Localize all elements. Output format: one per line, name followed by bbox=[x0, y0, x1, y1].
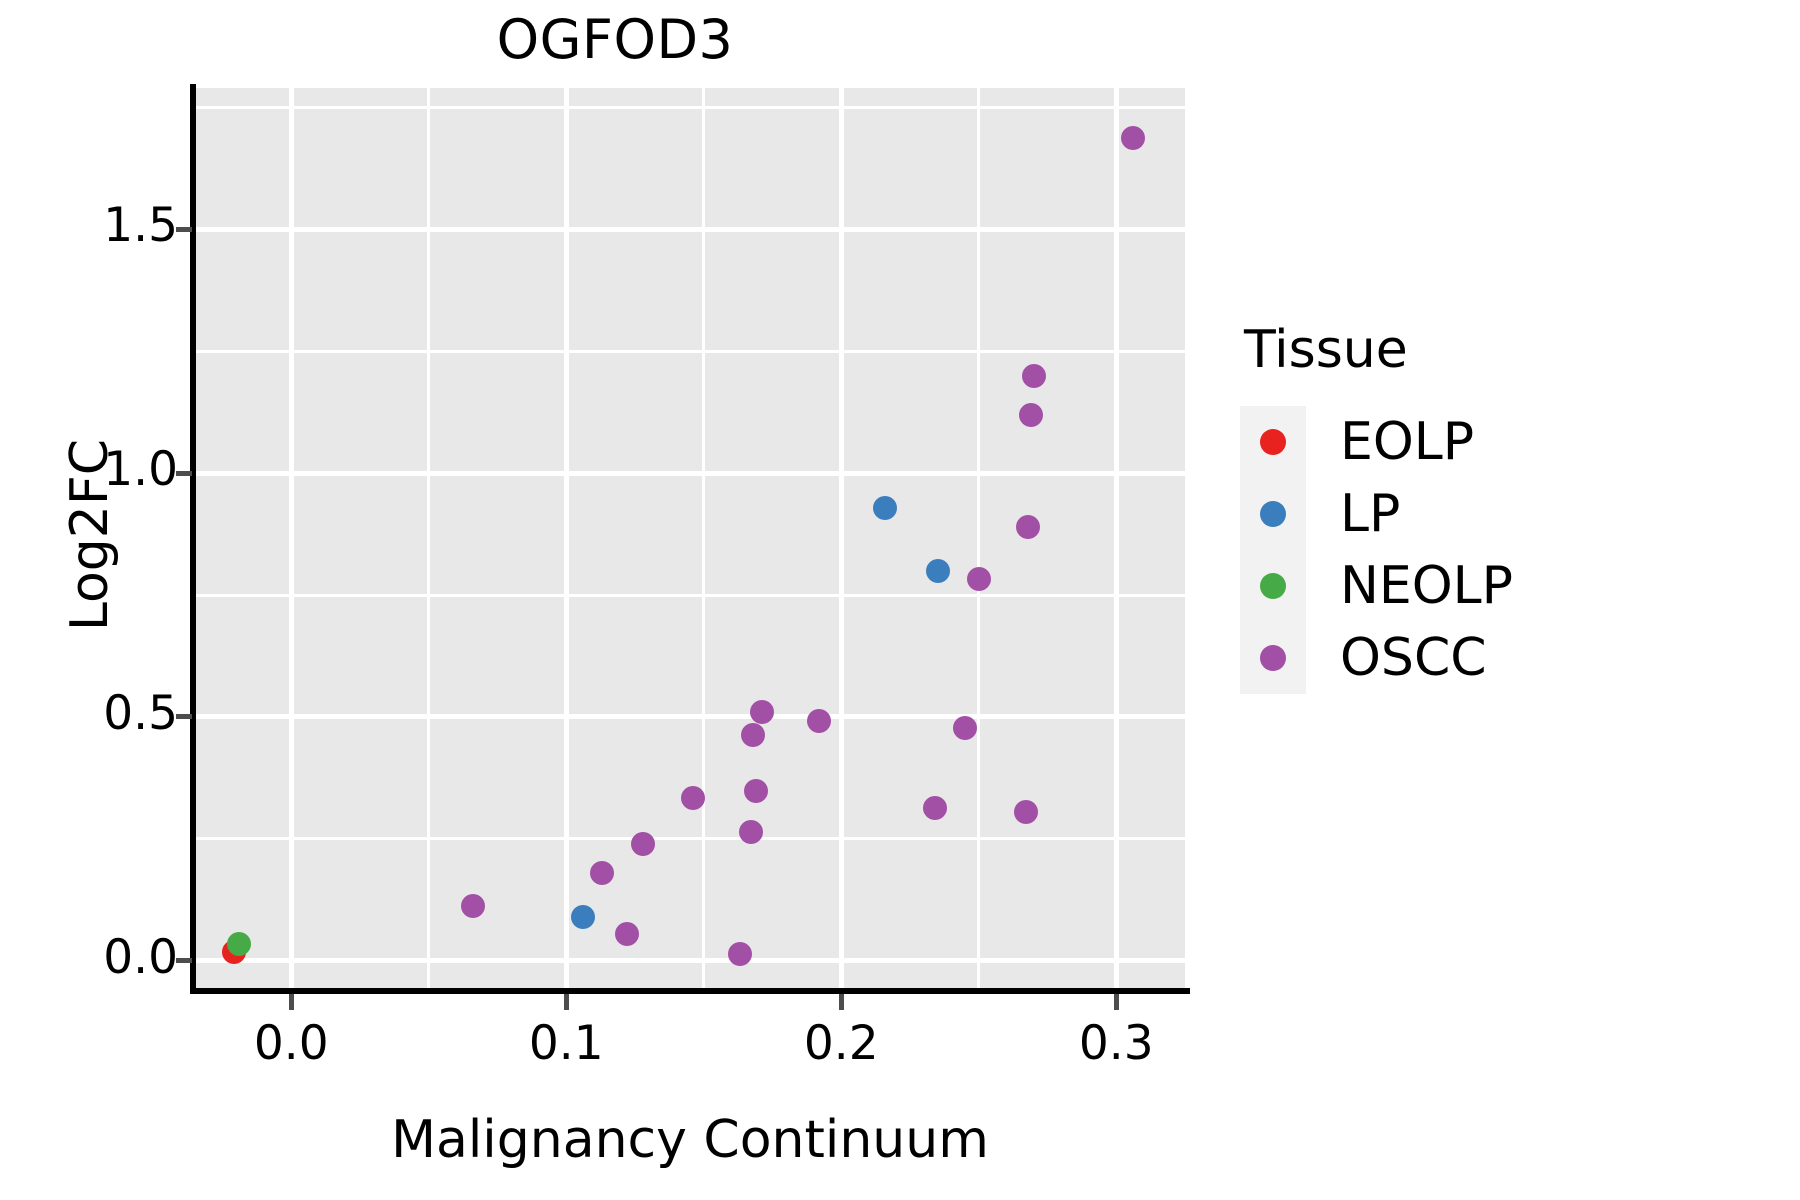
chart-title: OGFOD3 bbox=[496, 8, 734, 71]
x-tick-mark bbox=[563, 994, 569, 1010]
data-point-oscc bbox=[807, 708, 832, 733]
legend-title: Tissue bbox=[1244, 320, 1408, 380]
data-point-oscc bbox=[966, 567, 991, 592]
legend-key bbox=[1240, 550, 1306, 622]
y-tick-mark bbox=[176, 958, 192, 964]
data-point-oscc bbox=[741, 723, 766, 747]
data-point-oscc bbox=[744, 779, 768, 804]
gridline-major-horizontal bbox=[195, 226, 1185, 232]
gridline-minor-horizontal bbox=[195, 593, 1185, 597]
gridline-minor-horizontal bbox=[195, 837, 1185, 841]
x-tick-label: 0.2 bbox=[803, 1016, 879, 1071]
legend-label: LP bbox=[1340, 484, 1401, 544]
data-point-oscc bbox=[738, 820, 763, 845]
legend-entry-lp[interactable]: LP bbox=[1240, 478, 1760, 550]
gridline-minor-vertical bbox=[977, 88, 981, 990]
x-tick-label: 0.3 bbox=[1078, 1016, 1154, 1071]
gridline-minor-horizontal bbox=[195, 106, 1185, 109]
legend-dot-icon bbox=[1260, 573, 1286, 599]
data-point-oscc bbox=[1021, 364, 1046, 389]
data-point-oscc bbox=[680, 785, 705, 810]
data-point-lp bbox=[925, 558, 950, 583]
data-point-oscc bbox=[1120, 125, 1145, 150]
data-point-oscc bbox=[614, 921, 639, 946]
data-point-oscc bbox=[922, 796, 947, 821]
data-point-lp bbox=[873, 496, 898, 521]
data-point-oscc bbox=[1019, 403, 1043, 428]
y-tick-label: 1.0 bbox=[103, 442, 178, 498]
plot-panel bbox=[195, 88, 1185, 990]
legend-key bbox=[1240, 622, 1306, 694]
legend-dot-icon bbox=[1260, 645, 1286, 671]
legend-label: OSCC bbox=[1340, 628, 1487, 688]
data-point-oscc bbox=[749, 700, 774, 725]
gridline-major-vertical bbox=[563, 88, 569, 990]
y-axis-line bbox=[190, 84, 196, 994]
y-tick-mark bbox=[176, 226, 192, 232]
data-point-oscc bbox=[727, 942, 752, 967]
gridline-major-horizontal bbox=[195, 958, 1185, 964]
data-point-lp bbox=[570, 904, 595, 929]
y-axis-title: Log2FC bbox=[60, 438, 120, 632]
x-tick-label: 0.0 bbox=[253, 1016, 329, 1071]
legend-label: EOLP bbox=[1340, 412, 1475, 472]
y-tick-mark bbox=[176, 470, 192, 476]
gridline-minor-horizontal bbox=[195, 349, 1185, 353]
data-point-oscc bbox=[1016, 514, 1041, 539]
x-axis-title: Malignancy Continuum bbox=[391, 1110, 989, 1170]
legend-dot-icon bbox=[1260, 501, 1286, 527]
gridline-major-vertical bbox=[838, 88, 844, 990]
data-point-oscc bbox=[631, 832, 656, 857]
x-tick-mark bbox=[838, 994, 844, 1010]
y-tick-mark bbox=[176, 714, 192, 720]
y-tick-label: 0.5 bbox=[103, 685, 178, 741]
data-point-oscc bbox=[1013, 799, 1038, 824]
legend-key bbox=[1240, 406, 1306, 478]
y-tick-label: 0.0 bbox=[103, 929, 178, 985]
gridline-major-horizontal bbox=[195, 470, 1185, 476]
legend-entry-eolp[interactable]: EOLP bbox=[1240, 406, 1760, 478]
gridline-major-vertical bbox=[288, 88, 294, 990]
legend-key bbox=[1240, 478, 1306, 550]
gridline-major-vertical bbox=[1113, 88, 1119, 990]
x-axis-line bbox=[190, 988, 1190, 994]
legend-entries: EOLP LP NEOLP OSCC bbox=[1240, 406, 1760, 694]
legend-label: NEOLP bbox=[1340, 556, 1514, 616]
data-point-oscc bbox=[953, 715, 977, 740]
x-tick-mark bbox=[1113, 994, 1119, 1010]
data-point-neolp bbox=[227, 932, 251, 957]
data-point-oscc bbox=[460, 893, 485, 918]
legend-entry-neolp[interactable]: NEOLP bbox=[1240, 550, 1760, 622]
gridline-minor-vertical bbox=[702, 88, 706, 990]
gridline-major-horizontal bbox=[195, 714, 1185, 720]
x-tick-label: 0.1 bbox=[528, 1016, 604, 1071]
legend: Tissue EOLP LP NEOLP OSCC bbox=[1240, 320, 1760, 694]
gridline-minor-vertical bbox=[427, 88, 431, 990]
y-tick-label: 1.5 bbox=[103, 198, 178, 254]
legend-dot-icon bbox=[1260, 429, 1286, 455]
x-tick-mark bbox=[288, 994, 294, 1010]
legend-entry-oscc[interactable]: OSCC bbox=[1240, 622, 1760, 694]
data-point-oscc bbox=[590, 861, 614, 886]
